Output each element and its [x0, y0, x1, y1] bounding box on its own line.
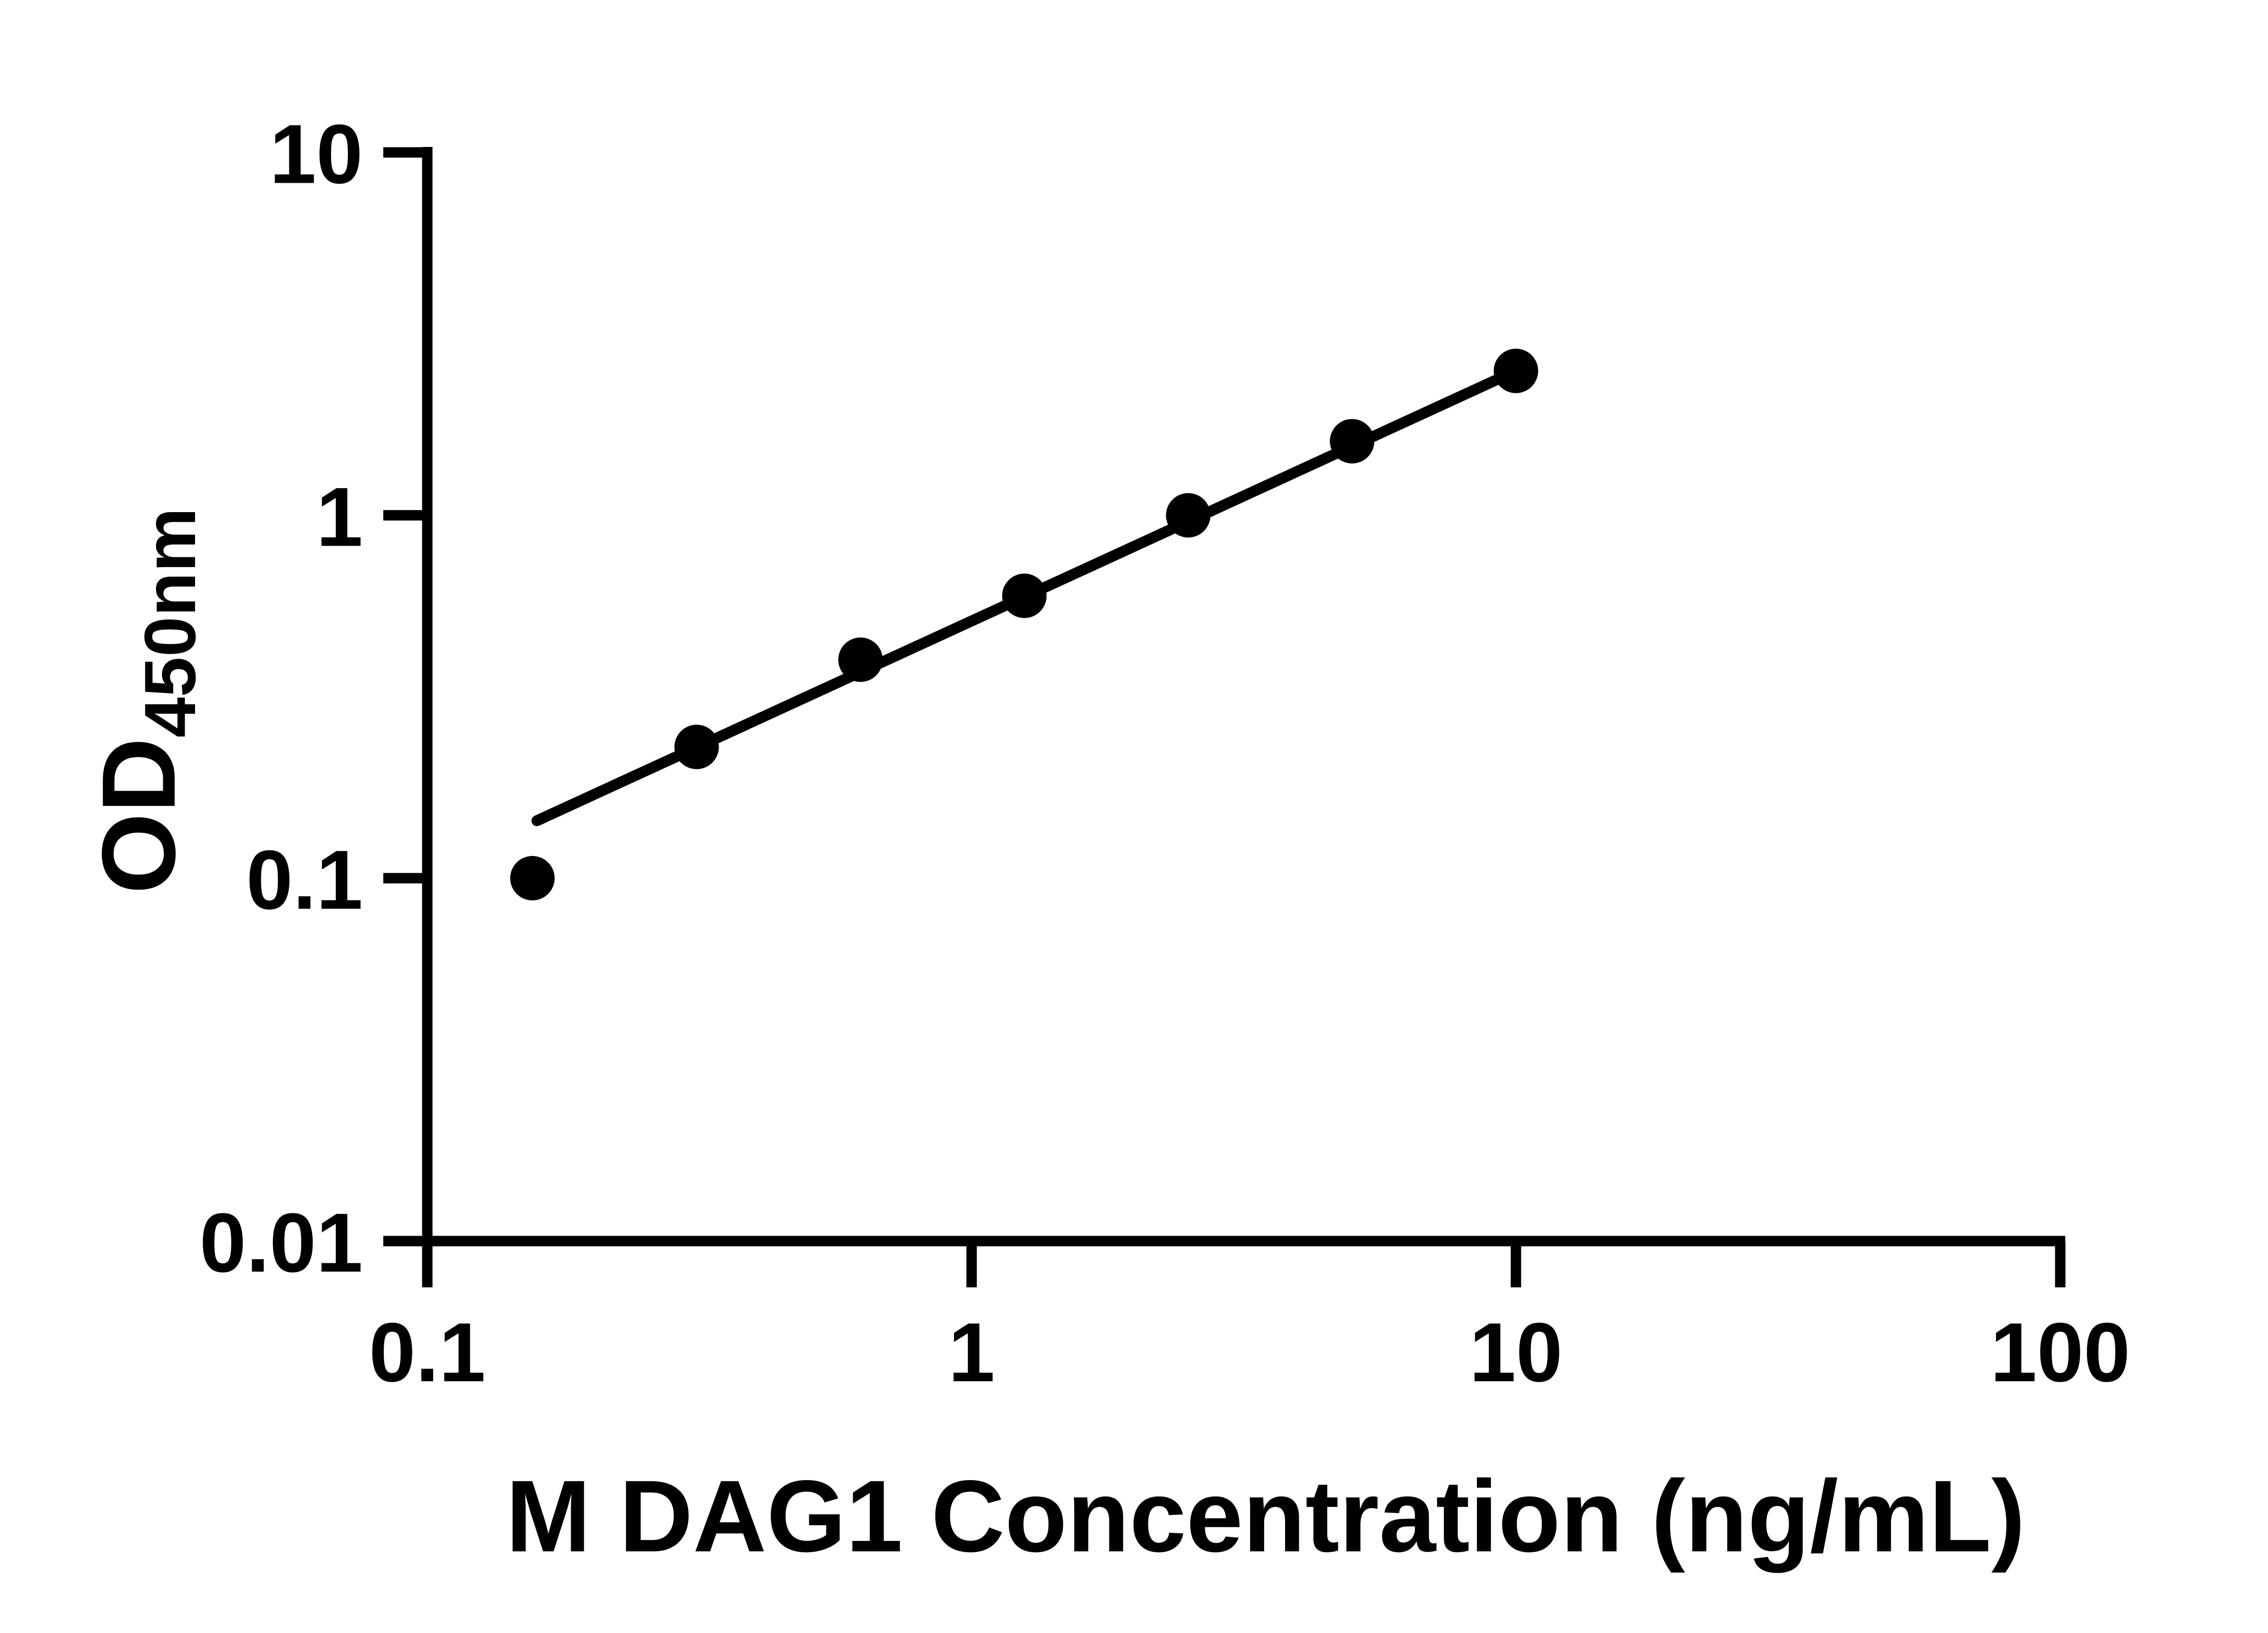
x-tick-label-10: 10	[1469, 1306, 1563, 1399]
data-point-6	[1330, 419, 1374, 464]
y-tick-label-10: 10	[269, 108, 363, 201]
x-tick-label-1: 1	[948, 1306, 995, 1399]
data-point-4	[1002, 573, 1047, 618]
x-tick-label-100: 100	[1990, 1306, 2131, 1399]
y-tick-label-0.1: 0.1	[246, 833, 363, 927]
data-point-1	[510, 856, 555, 900]
y-tick-label-0.01: 0.01	[200, 1196, 363, 1290]
y-axis-title-subscript: 450nm	[129, 508, 210, 738]
x-tick-label-0.1: 0.1	[369, 1306, 485, 1399]
axes-layer	[383, 147, 2066, 1287]
data-point-2	[674, 724, 719, 769]
y-tick-label-1: 1	[316, 470, 363, 564]
data-point-3	[838, 637, 883, 682]
x-axis-title: M DAG1 Concentration (ng/mL)	[506, 1459, 2025, 1573]
y-axis-title-main: OD	[80, 738, 197, 894]
y-axis-title: OD450nm	[80, 508, 210, 894]
data-point-7	[1494, 348, 1538, 393]
data-point-5	[1166, 493, 1211, 538]
data-layer	[510, 348, 1538, 900]
